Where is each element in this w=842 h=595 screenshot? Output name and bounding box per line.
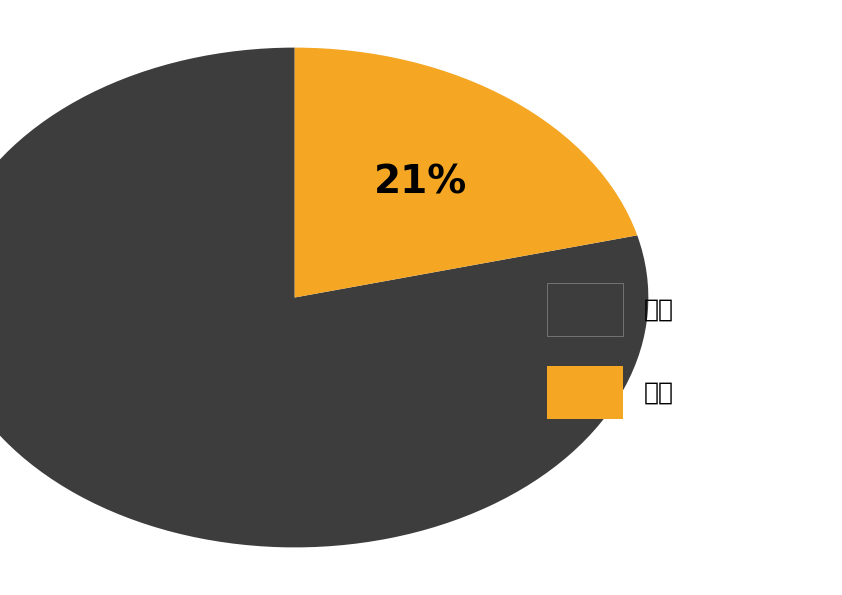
FancyBboxPatch shape bbox=[547, 283, 623, 336]
Text: 21%: 21% bbox=[374, 164, 467, 202]
FancyBboxPatch shape bbox=[547, 366, 623, 419]
Text: 女子: 女子 bbox=[644, 381, 674, 405]
Wedge shape bbox=[0, 48, 648, 547]
Text: 男子: 男子 bbox=[644, 298, 674, 321]
Wedge shape bbox=[295, 48, 637, 298]
